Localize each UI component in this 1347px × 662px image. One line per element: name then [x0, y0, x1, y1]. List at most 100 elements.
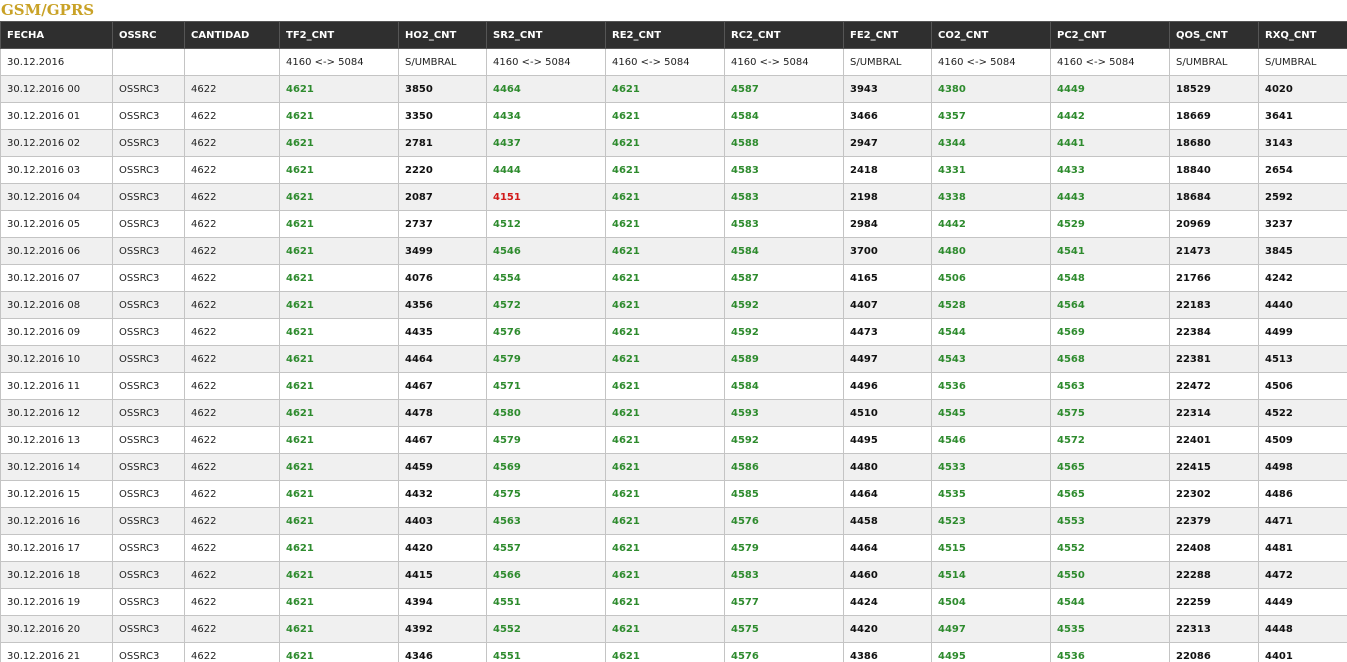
- cell-rxq-cnt: 4522: [1258, 399, 1347, 427]
- cell-qos-cnt: 22379: [1169, 507, 1259, 535]
- cell-rxq-cnt: 3237: [1258, 210, 1347, 238]
- cell-fe2-cnt: 3466: [843, 102, 932, 130]
- cell-rxq-cnt: 4020: [1258, 75, 1347, 103]
- threshold-cell: S/UMBRAL: [1258, 48, 1347, 76]
- cell-tf2-cnt: 4621: [279, 264, 399, 292]
- cell-ho2-cnt: 4356: [398, 291, 487, 319]
- cell-qos-cnt: 22415: [1169, 453, 1259, 481]
- cell-ossrc: OSSRC3: [112, 291, 185, 319]
- cell-rc2-cnt: 4583: [724, 156, 844, 184]
- cell-co2-cnt: 4528: [931, 291, 1051, 319]
- table-row: 30.12.2016 03 OSSRC3 4622 4621 2220 4444 4621 4…: [0, 156, 1347, 184]
- column-header-qos-cnt[interactable]: QOS_CNT: [1169, 21, 1259, 49]
- cell-fe2-cnt: 4464: [843, 480, 932, 508]
- cell-rxq-cnt: 4499: [1258, 318, 1347, 346]
- cell-rxq-cnt: 3845: [1258, 237, 1347, 265]
- threshold-cell: 30.12.2016: [0, 48, 113, 76]
- cell-qos-cnt: 22259: [1169, 588, 1259, 616]
- table-row: 30.12.2016 16 OSSRC3 4622 4621 4403 4563 4621 4…: [0, 507, 1347, 535]
- cell-rxq-cnt: 4486: [1258, 480, 1347, 508]
- cell-pc2-cnt: 4544: [1050, 588, 1170, 616]
- cell-re2-cnt: 4621: [605, 237, 725, 265]
- cell-fecha: 30.12.2016 11: [0, 372, 113, 400]
- cell-fe2-cnt: 4460: [843, 561, 932, 589]
- cell-co2-cnt: 4380: [931, 75, 1051, 103]
- threshold-cell: 4160 <-> 5084: [605, 48, 725, 76]
- cell-re2-cnt: 4621: [605, 129, 725, 157]
- cell-tf2-cnt: 4621: [279, 345, 399, 373]
- cell-cantidad: 4622: [184, 534, 280, 562]
- cell-ho2-cnt: 4478: [398, 399, 487, 427]
- threshold-cell: 4160 <-> 5084: [931, 48, 1051, 76]
- cell-re2-cnt: 4621: [605, 183, 725, 211]
- cell-pc2-cnt: 4565: [1050, 480, 1170, 508]
- cell-rxq-cnt: 4513: [1258, 345, 1347, 373]
- cell-tf2-cnt: 4621: [279, 318, 399, 346]
- cell-pc2-cnt: 4548: [1050, 264, 1170, 292]
- cell-fecha: 30.12.2016 21: [0, 642, 113, 662]
- table-row: 30.12.2016 01 OSSRC3 4622 4621 3350 4434 4621 4…: [0, 102, 1347, 130]
- cell-rxq-cnt: 3143: [1258, 129, 1347, 157]
- cell-fe2-cnt: 4497: [843, 345, 932, 373]
- cell-pc2-cnt: 4575: [1050, 399, 1170, 427]
- cell-ho2-cnt: 4432: [398, 480, 487, 508]
- column-header-sr2-cnt[interactable]: SR2_CNT: [486, 21, 606, 49]
- cell-qos-cnt: 18529: [1169, 75, 1259, 103]
- cell-cantidad: 4622: [184, 642, 280, 662]
- cell-re2-cnt: 4621: [605, 156, 725, 184]
- cell-ossrc: OSSRC3: [112, 615, 185, 643]
- cell-rc2-cnt: 4583: [724, 210, 844, 238]
- cell-fe2-cnt: 4473: [843, 318, 932, 346]
- table-row: 30.12.2016 04 OSSRC3 4622 4621 2087 4151 4621 4…: [0, 183, 1347, 211]
- cell-ossrc: OSSRC3: [112, 480, 185, 508]
- column-header-re2-cnt[interactable]: RE2_CNT: [605, 21, 725, 49]
- cell-fecha: 30.12.2016 17: [0, 534, 113, 562]
- cell-tf2-cnt: 4621: [279, 183, 399, 211]
- cell-fecha: 30.12.2016 07: [0, 264, 113, 292]
- cell-tf2-cnt: 4621: [279, 642, 399, 662]
- cell-qos-cnt: 18840: [1169, 156, 1259, 184]
- cell-pc2-cnt: 4529: [1050, 210, 1170, 238]
- cell-pc2-cnt: 4442: [1050, 102, 1170, 130]
- cell-co2-cnt: 4535: [931, 480, 1051, 508]
- column-header-co2-cnt[interactable]: CO2_CNT: [931, 21, 1051, 49]
- cell-co2-cnt: 4344: [931, 129, 1051, 157]
- column-header-fecha[interactable]: FECHA: [0, 21, 113, 49]
- cell-re2-cnt: 4621: [605, 615, 725, 643]
- table-header: FECHA OSSRC CANTIDAD TF2_CNT HO2_CNT SR2_CNT R…: [0, 21, 1347, 49]
- cell-ossrc: OSSRC3: [112, 237, 185, 265]
- cell-re2-cnt: 4621: [605, 210, 725, 238]
- cell-tf2-cnt: 4621: [279, 237, 399, 265]
- cell-rc2-cnt: 4584: [724, 372, 844, 400]
- cell-pc2-cnt: 4568: [1050, 345, 1170, 373]
- column-header-pc2-cnt[interactable]: PC2_CNT: [1050, 21, 1170, 49]
- cell-ossrc: OSSRC3: [112, 264, 185, 292]
- cell-cantidad: 4622: [184, 156, 280, 184]
- header-row: FECHA OSSRC CANTIDAD TF2_CNT HO2_CNT SR2_CNT R…: [0, 21, 1347, 49]
- cell-fecha: 30.12.2016 08: [0, 291, 113, 319]
- column-header-cantidad[interactable]: CANTIDAD: [184, 21, 280, 49]
- cell-ossrc: OSSRC3: [112, 534, 185, 562]
- cell-tf2-cnt: 4621: [279, 156, 399, 184]
- cell-pc2-cnt: 4550: [1050, 561, 1170, 589]
- column-header-rc2-cnt[interactable]: RC2_CNT: [724, 21, 844, 49]
- cell-fecha: 30.12.2016 16: [0, 507, 113, 535]
- cell-cantidad: 4622: [184, 291, 280, 319]
- cell-cantidad: 4622: [184, 75, 280, 103]
- cell-sr2-cnt: 4551: [486, 588, 606, 616]
- cell-tf2-cnt: 4621: [279, 210, 399, 238]
- column-header-rxq-cnt[interactable]: RXQ_CNT: [1258, 21, 1347, 49]
- cell-cantidad: 4622: [184, 372, 280, 400]
- cell-co2-cnt: 4495: [931, 642, 1051, 662]
- column-header-ho2-cnt[interactable]: HO2_CNT: [398, 21, 487, 49]
- cell-ossrc: OSSRC3: [112, 102, 185, 130]
- column-header-fe2-cnt[interactable]: FE2_CNT: [843, 21, 932, 49]
- cell-qos-cnt: 22183: [1169, 291, 1259, 319]
- cell-cantidad: 4622: [184, 453, 280, 481]
- cell-fe2-cnt: 4464: [843, 534, 932, 562]
- cell-re2-cnt: 4621: [605, 453, 725, 481]
- column-header-ossrc[interactable]: OSSRC: [112, 21, 185, 49]
- column-header-tf2-cnt[interactable]: TF2_CNT: [279, 21, 399, 49]
- cell-sr2-cnt: 4552: [486, 615, 606, 643]
- cell-fecha: 30.12.2016 20: [0, 615, 113, 643]
